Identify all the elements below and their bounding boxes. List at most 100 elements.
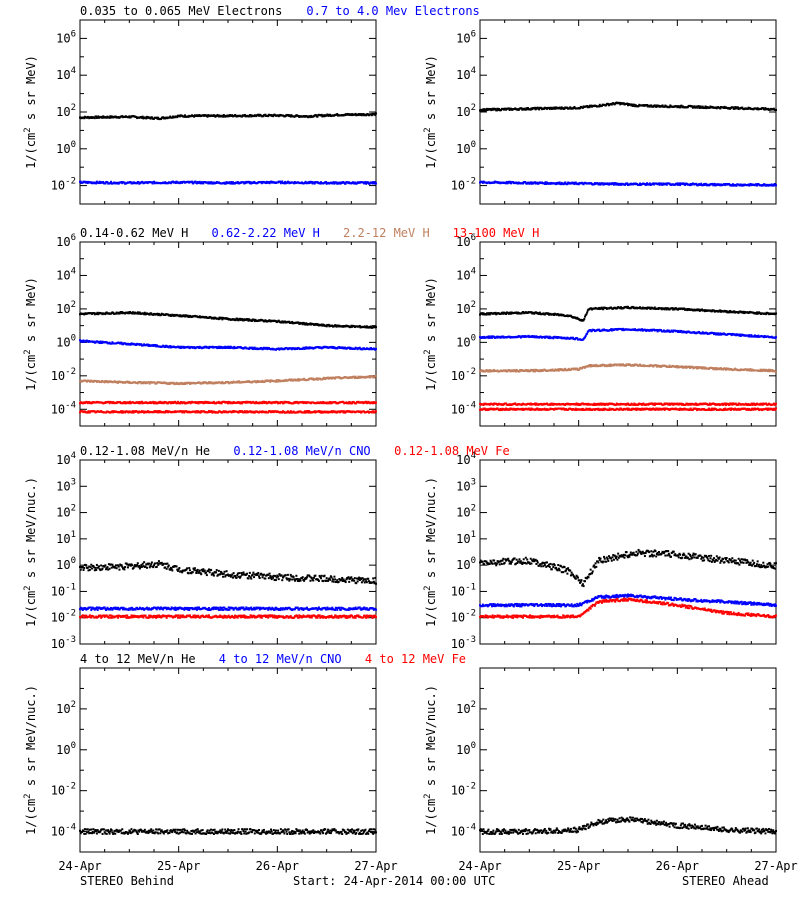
data-point bbox=[169, 115, 172, 118]
data-point bbox=[137, 402, 140, 405]
data-point bbox=[301, 400, 304, 403]
data-point bbox=[121, 115, 124, 118]
data-point bbox=[356, 348, 359, 351]
data-point bbox=[111, 410, 114, 413]
data-point bbox=[332, 181, 335, 184]
data-point bbox=[560, 106, 563, 109]
plot-frame bbox=[79, 19, 377, 205]
data-point bbox=[662, 329, 665, 332]
data-point bbox=[568, 107, 571, 110]
data-point bbox=[289, 379, 292, 382]
data-point bbox=[535, 335, 538, 338]
data-point bbox=[244, 182, 247, 185]
data-point bbox=[220, 382, 223, 385]
data-point bbox=[637, 105, 640, 108]
data-point bbox=[220, 316, 223, 319]
data-point bbox=[548, 335, 551, 338]
y-tick-label: 102 bbox=[56, 103, 76, 119]
data-point bbox=[324, 181, 327, 184]
data-point bbox=[701, 332, 703, 335]
data-point bbox=[675, 105, 678, 108]
data-point bbox=[284, 180, 287, 183]
data-point bbox=[339, 411, 342, 414]
data-point bbox=[349, 326, 352, 329]
data-point bbox=[219, 347, 222, 350]
data-point bbox=[629, 103, 632, 106]
data-point bbox=[531, 181, 534, 184]
data-point bbox=[491, 107, 494, 110]
data-point bbox=[589, 329, 592, 332]
y-tick-label: 106 bbox=[56, 29, 76, 45]
data-point bbox=[485, 109, 488, 112]
data-point bbox=[320, 410, 323, 413]
data-point bbox=[248, 115, 251, 118]
data-point bbox=[487, 336, 490, 339]
data-point bbox=[207, 182, 210, 185]
data-point bbox=[141, 115, 144, 118]
data-point bbox=[231, 114, 234, 117]
data-point bbox=[158, 401, 161, 404]
data-point bbox=[229, 182, 232, 185]
data-point bbox=[735, 184, 738, 187]
data-point bbox=[342, 411, 345, 414]
data-point bbox=[775, 336, 777, 339]
data-point bbox=[701, 331, 704, 334]
data-point bbox=[686, 106, 689, 109]
data-point bbox=[88, 411, 91, 414]
data-point bbox=[660, 182, 663, 185]
data-point bbox=[124, 401, 127, 404]
data-point bbox=[297, 378, 300, 381]
data-point bbox=[653, 307, 656, 310]
data-point bbox=[763, 183, 766, 186]
data-point bbox=[180, 401, 183, 404]
data-point bbox=[582, 183, 585, 186]
data-point bbox=[129, 181, 132, 184]
data-point bbox=[309, 116, 312, 119]
data-point bbox=[373, 376, 376, 379]
data-point bbox=[150, 181, 153, 184]
data-point bbox=[483, 108, 486, 111]
data-point bbox=[600, 306, 603, 309]
data-point bbox=[327, 323, 330, 326]
data-point bbox=[244, 346, 247, 349]
data-point bbox=[648, 182, 651, 185]
data-point bbox=[194, 411, 197, 414]
data-point bbox=[536, 311, 539, 314]
data-point bbox=[221, 380, 224, 383]
data-point bbox=[493, 181, 496, 184]
data-point bbox=[95, 115, 98, 118]
data-point bbox=[493, 335, 496, 338]
data-point bbox=[373, 112, 376, 115]
data-point bbox=[238, 380, 241, 383]
y-tick-label: 106 bbox=[456, 233, 476, 249]
data-point bbox=[755, 311, 758, 314]
data-point bbox=[327, 376, 330, 379]
data-point bbox=[100, 381, 103, 384]
data-point bbox=[92, 380, 95, 383]
data-point bbox=[543, 336, 546, 339]
data-point bbox=[283, 182, 286, 185]
data-point bbox=[198, 315, 201, 318]
data-point bbox=[253, 411, 256, 414]
data-point bbox=[208, 382, 211, 385]
data-point bbox=[489, 336, 492, 339]
data-point bbox=[281, 411, 284, 414]
data-point bbox=[550, 106, 553, 109]
data-point bbox=[735, 106, 738, 109]
data-point bbox=[236, 317, 239, 320]
data-point bbox=[172, 381, 175, 384]
data-point bbox=[557, 369, 560, 372]
data-point bbox=[232, 411, 235, 414]
data-point bbox=[220, 402, 223, 405]
data-point bbox=[186, 314, 189, 317]
data-point bbox=[741, 106, 744, 109]
data-point bbox=[615, 183, 618, 186]
data-point bbox=[320, 113, 323, 116]
data-point bbox=[672, 330, 675, 333]
data-point bbox=[677, 105, 680, 108]
data-point bbox=[157, 411, 160, 414]
data-point bbox=[369, 376, 372, 379]
data-point bbox=[577, 183, 580, 186]
data-point bbox=[156, 117, 159, 120]
data-point bbox=[204, 400, 207, 403]
